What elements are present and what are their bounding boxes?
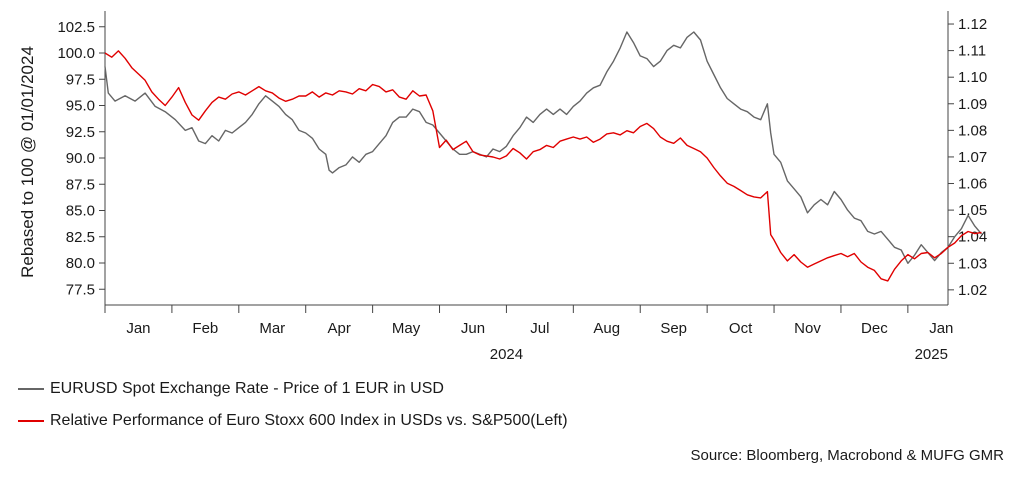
right-tick-label: 1.09 <box>958 96 987 113</box>
x-month-label: Apr <box>327 320 350 337</box>
left-tick-label: 92.5 <box>66 124 95 141</box>
right-tick-label: 1.11 <box>958 43 986 60</box>
left-tick-label: 77.5 <box>66 281 95 298</box>
x-year-label: 2024 <box>490 346 523 363</box>
x-year-label: 2025 <box>915 346 948 363</box>
left-tick-label: 90.0 <box>66 150 95 167</box>
right-tick-label: 1.08 <box>958 122 987 139</box>
right-tick-label: 1.06 <box>958 176 987 193</box>
x-month-label: Oct <box>729 320 753 337</box>
chart-canvas: 77.5 80.0 82.5 85.0 87.5 90.0 92.5 95.0 97.5 100.… <box>18 11 987 363</box>
x-month-label: Jul <box>530 320 549 337</box>
x-month-label: Sep <box>660 320 687 337</box>
legend-swatch-eurusd <box>18 388 44 390</box>
x-month-label: Nov <box>794 320 821 337</box>
left-tick-label: 100.0 <box>57 45 95 62</box>
legend-item-relative-performance: Relative Performance of Euro Stoxx 600 I… <box>18 412 568 430</box>
x-month-label: Mar <box>259 320 285 337</box>
left-tick-label: 80.0 <box>66 255 95 272</box>
left-tick-label: 95.0 <box>66 98 95 115</box>
x-month-label: Aug <box>593 320 620 337</box>
series-line-relative-performance <box>104 50 982 282</box>
right-tick-label: 1.10 <box>958 69 987 86</box>
right-tick-label: 1.04 <box>958 229 987 246</box>
left-tick-label: 87.5 <box>66 176 95 193</box>
x-axis: Jan Feb Mar Apr May Jun Jul Aug Sep Oct Nov Dec Jan 2… <box>104 304 953 363</box>
right-tick-label: 1.02 <box>958 282 987 299</box>
x-month-label: Jun <box>461 320 485 337</box>
x-month-label: May <box>392 320 421 337</box>
right-tick-label: 1.07 <box>958 149 987 166</box>
y-axis-left-label: Rebased to 100 @ 01/01/2024 <box>18 46 37 278</box>
left-axis: 77.5 80.0 82.5 85.0 87.5 90.0 92.5 95.0 97.5 100.… <box>57 11 106 305</box>
legend-swatch-relative-performance <box>18 420 44 422</box>
legend-label-eurusd: EURUSD Spot Exchange Rate - Price of 1 E… <box>50 380 444 397</box>
right-tick-label: 1.12 <box>958 16 987 33</box>
left-tick-label: 85.0 <box>66 203 95 220</box>
legend-item-eurusd: EURUSD Spot Exchange Rate - Price of 1 E… <box>18 380 444 398</box>
right-tick-label: 1.05 <box>958 202 987 219</box>
x-month-label: Jan <box>929 320 953 337</box>
x-month-label: Jan <box>126 320 150 337</box>
right-axis: 1.02 1.03 1.04 1.05 1.06 1.07 1.08 1.09 1.10 1.11… <box>947 11 987 305</box>
x-month-label: Feb <box>192 320 218 337</box>
right-tick-label: 1.03 <box>958 255 987 272</box>
series-group <box>104 31 983 282</box>
left-tick-label: 82.5 <box>66 229 95 246</box>
source-note: Source: Bloomberg, Macrobond & MUFG GMR <box>690 447 1004 464</box>
left-tick-label: 97.5 <box>66 71 95 88</box>
left-tick-label: 102.5 <box>57 19 95 36</box>
series-line-eurusd <box>104 31 983 264</box>
legend-label-relative-performance: Relative Performance of Euro Stoxx 600 I… <box>50 412 568 429</box>
x-month-label: Dec <box>861 320 888 337</box>
